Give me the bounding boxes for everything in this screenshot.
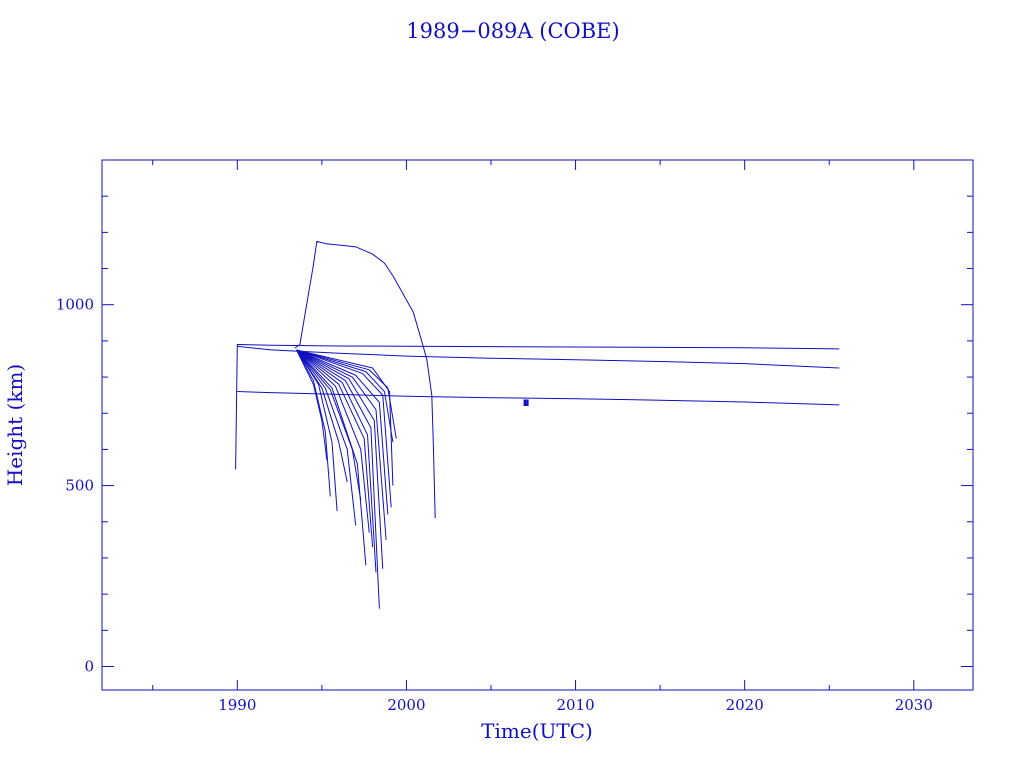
series-line	[296, 349, 370, 533]
series-line	[237, 345, 840, 369]
y-tick-label: 0	[84, 657, 94, 675]
series-line	[296, 349, 357, 526]
x-tick-label: 2020	[726, 696, 764, 714]
series-group	[235, 240, 840, 609]
y-axis-label: Height (km)	[3, 364, 27, 486]
series-line	[296, 349, 374, 548]
series-line	[296, 349, 331, 497]
series-line	[235, 344, 840, 470]
series-line	[296, 349, 397, 439]
x-tick-label: 1990	[218, 696, 256, 714]
y-tick-label: 500	[65, 477, 94, 495]
x-tick-label: 2010	[556, 696, 594, 714]
x-tick-label: 2030	[895, 696, 933, 714]
series-line	[237, 391, 840, 406]
series-line	[296, 349, 377, 573]
series-line	[294, 240, 436, 519]
series-line	[296, 349, 362, 501]
series-line	[296, 349, 328, 461]
x-axis-label: Time(UTC)	[481, 719, 593, 743]
series-line	[296, 349, 380, 609]
axis-ticks	[102, 160, 973, 690]
series-line	[296, 349, 394, 443]
chart-title: 1989−089A (COBE)	[406, 19, 619, 43]
series-line	[296, 349, 384, 569]
series-line	[296, 349, 389, 515]
series-line	[296, 349, 394, 486]
series-line	[296, 349, 392, 508]
x-tick-label: 2000	[387, 696, 425, 714]
series-line	[296, 349, 387, 540]
plot-frame	[101, 159, 974, 691]
series-line	[296, 349, 348, 483]
series-line	[296, 349, 367, 566]
axis-tick-labels: 1990 2000 2010 2020 2030 0 500 1000	[56, 296, 933, 714]
y-tick-label: 1000	[56, 296, 94, 314]
